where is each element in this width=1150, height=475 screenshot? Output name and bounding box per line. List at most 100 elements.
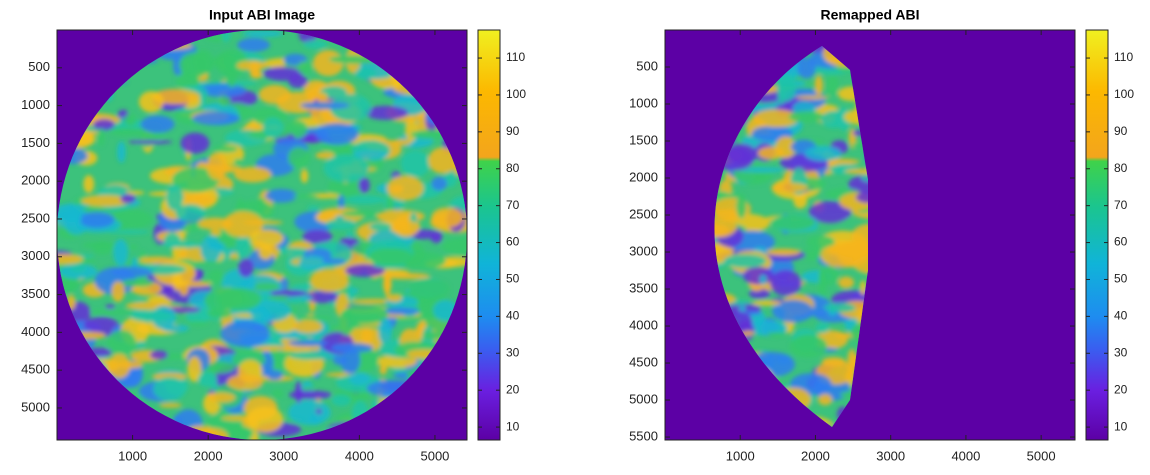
cloud <box>192 111 241 126</box>
x-tick-label: 1000 <box>726 448 755 463</box>
cloud <box>292 194 320 199</box>
colorbar-label: 100 <box>506 87 526 101</box>
cloud <box>341 210 379 217</box>
cloud <box>190 260 224 265</box>
cloud <box>257 196 266 214</box>
cloud <box>81 194 131 207</box>
cloud <box>216 287 262 311</box>
cloud <box>282 270 289 278</box>
cloud <box>127 140 173 145</box>
cloud <box>178 52 210 78</box>
cloud <box>859 280 867 296</box>
cloud <box>269 289 308 297</box>
y-tick-label: 4000 <box>21 324 50 339</box>
cloud <box>759 274 767 285</box>
cloud <box>265 188 298 203</box>
cloud <box>302 229 333 244</box>
cloud <box>772 299 814 323</box>
cloud <box>213 145 238 153</box>
x-tick-label: 4000 <box>345 448 374 463</box>
cloud <box>83 175 95 193</box>
cloud <box>124 113 137 126</box>
cloud <box>821 356 846 367</box>
colorbar <box>477 29 501 441</box>
cloud <box>769 270 802 296</box>
cloud <box>287 147 311 169</box>
colorbar-label: 90 <box>1114 124 1128 138</box>
cloud <box>368 247 414 266</box>
cloud <box>428 147 457 174</box>
cloud <box>714 244 734 265</box>
cloud <box>325 218 356 230</box>
cloud <box>266 369 283 381</box>
cloud <box>804 145 842 162</box>
x-tick-label: 4000 <box>951 448 980 463</box>
colorbar-label: 70 <box>506 198 520 212</box>
cloud <box>262 117 284 138</box>
cloud <box>105 304 115 310</box>
cloud <box>226 60 238 88</box>
y-tick-label: 5000 <box>629 391 658 406</box>
cloud <box>742 266 774 285</box>
cloud <box>108 229 150 235</box>
cloud <box>380 272 431 280</box>
cloud <box>57 209 82 228</box>
cloud <box>125 190 145 195</box>
cloud <box>111 281 125 302</box>
cloud <box>818 265 839 286</box>
cloud <box>340 346 361 374</box>
cloud <box>331 394 351 407</box>
cloud <box>87 309 134 315</box>
cloud <box>364 105 409 120</box>
x-tick-label: 2000 <box>194 448 223 463</box>
cloud <box>723 254 767 268</box>
colorbar-label: 60 <box>1114 235 1128 249</box>
cloud <box>258 245 273 260</box>
cloud <box>305 290 339 304</box>
colorbar-label: 80 <box>506 161 520 175</box>
cloud <box>322 258 346 265</box>
y-tick-label: 1500 <box>629 132 658 147</box>
cloud <box>386 294 403 302</box>
colorbar <box>1085 29 1109 441</box>
cloud <box>117 141 126 163</box>
cloud <box>338 308 356 336</box>
cloud <box>757 146 785 160</box>
cloud <box>92 118 115 131</box>
y-tick-label: 500 <box>28 59 50 74</box>
cloud <box>331 343 374 353</box>
y-tick-label: 3500 <box>21 286 50 301</box>
cloud <box>298 255 328 271</box>
x-tick-label: 1000 <box>118 448 147 463</box>
cloud <box>242 30 283 37</box>
y-tick-label: 2000 <box>21 173 50 188</box>
colorbar-label: 20 <box>1114 382 1128 396</box>
cloud <box>271 388 284 399</box>
cloud <box>408 278 450 299</box>
cloud <box>386 175 424 201</box>
axes-frame <box>56 29 468 441</box>
colorbar-label: 20 <box>506 382 520 396</box>
cloud <box>165 184 184 211</box>
cloud <box>315 123 359 145</box>
cloud <box>221 30 231 43</box>
cloud <box>249 229 284 247</box>
cloud <box>140 115 175 133</box>
cloud <box>382 274 392 294</box>
cloud <box>297 61 313 75</box>
y-tick-label: 3000 <box>629 243 658 258</box>
cloud <box>793 193 808 209</box>
cloud <box>751 300 782 306</box>
cloud <box>838 276 855 289</box>
cloud <box>378 317 392 345</box>
cloud <box>855 191 868 204</box>
cloud <box>237 37 270 52</box>
cloud <box>252 345 297 351</box>
cloud <box>222 211 264 238</box>
cloud <box>175 204 206 222</box>
chart-title: Input ABI Image <box>209 7 315 23</box>
cloud <box>307 205 320 210</box>
cloud <box>360 328 373 344</box>
y-tick-label: 4000 <box>629 317 658 332</box>
cloud <box>208 269 224 285</box>
